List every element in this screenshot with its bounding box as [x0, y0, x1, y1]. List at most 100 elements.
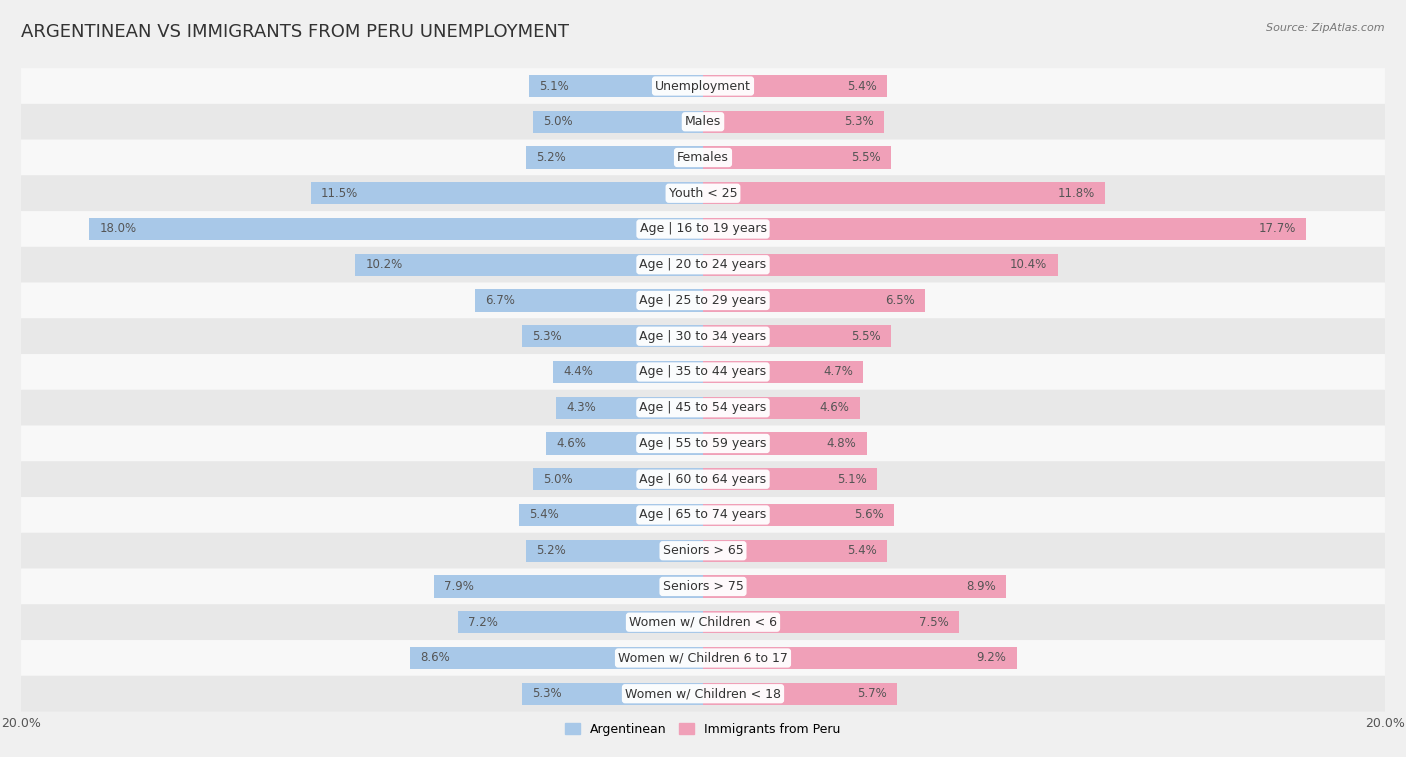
FancyBboxPatch shape: [21, 390, 1385, 425]
FancyBboxPatch shape: [21, 640, 1385, 676]
Text: 4.8%: 4.8%: [827, 437, 856, 450]
Text: Youth < 25: Youth < 25: [669, 187, 737, 200]
Text: 9.2%: 9.2%: [977, 652, 1007, 665]
Text: 10.4%: 10.4%: [1010, 258, 1047, 271]
Legend: Argentinean, Immigrants from Peru: Argentinean, Immigrants from Peru: [560, 718, 846, 740]
Text: Women w/ Children 6 to 17: Women w/ Children 6 to 17: [619, 652, 787, 665]
Bar: [522, 683, 703, 705]
Bar: [546, 432, 703, 454]
Bar: [519, 504, 703, 526]
Text: Age | 16 to 19 years: Age | 16 to 19 years: [640, 223, 766, 235]
Text: 5.5%: 5.5%: [851, 330, 880, 343]
Bar: [703, 218, 1306, 240]
Bar: [529, 75, 703, 97]
FancyBboxPatch shape: [21, 676, 1385, 712]
Text: 8.9%: 8.9%: [966, 580, 997, 593]
Text: Source: ZipAtlas.com: Source: ZipAtlas.com: [1267, 23, 1385, 33]
Bar: [703, 182, 1105, 204]
Bar: [457, 611, 703, 634]
Text: 5.0%: 5.0%: [543, 472, 572, 486]
Text: 5.1%: 5.1%: [540, 79, 569, 92]
Text: 5.7%: 5.7%: [858, 687, 887, 700]
Text: 5.1%: 5.1%: [837, 472, 866, 486]
FancyBboxPatch shape: [21, 425, 1385, 461]
Text: 5.5%: 5.5%: [851, 151, 880, 164]
Bar: [703, 254, 1057, 276]
Text: Age | 65 to 74 years: Age | 65 to 74 years: [640, 509, 766, 522]
Text: Seniors > 65: Seniors > 65: [662, 544, 744, 557]
Bar: [703, 75, 887, 97]
FancyBboxPatch shape: [21, 68, 1385, 104]
Text: 8.6%: 8.6%: [420, 652, 450, 665]
Text: Males: Males: [685, 115, 721, 128]
Text: 5.4%: 5.4%: [848, 544, 877, 557]
Text: 10.2%: 10.2%: [366, 258, 402, 271]
Bar: [703, 326, 890, 347]
Text: Age | 60 to 64 years: Age | 60 to 64 years: [640, 472, 766, 486]
Text: Age | 20 to 24 years: Age | 20 to 24 years: [640, 258, 766, 271]
Text: 5.2%: 5.2%: [536, 544, 565, 557]
FancyBboxPatch shape: [21, 282, 1385, 319]
Text: 7.2%: 7.2%: [468, 615, 498, 629]
Text: 4.6%: 4.6%: [557, 437, 586, 450]
Bar: [703, 397, 860, 419]
Text: 5.4%: 5.4%: [848, 79, 877, 92]
Bar: [356, 254, 703, 276]
Bar: [703, 647, 1017, 669]
Bar: [553, 361, 703, 383]
Bar: [526, 540, 703, 562]
FancyBboxPatch shape: [21, 533, 1385, 569]
Text: 6.5%: 6.5%: [884, 294, 914, 307]
FancyBboxPatch shape: [21, 604, 1385, 640]
Bar: [703, 361, 863, 383]
Text: 4.6%: 4.6%: [820, 401, 849, 414]
Bar: [703, 289, 925, 312]
FancyBboxPatch shape: [21, 569, 1385, 604]
Text: ARGENTINEAN VS IMMIGRANTS FROM PERU UNEMPLOYMENT: ARGENTINEAN VS IMMIGRANTS FROM PERU UNEM…: [21, 23, 569, 41]
Text: Unemployment: Unemployment: [655, 79, 751, 92]
Bar: [89, 218, 703, 240]
Text: Women w/ Children < 18: Women w/ Children < 18: [626, 687, 780, 700]
FancyBboxPatch shape: [21, 211, 1385, 247]
Text: 5.3%: 5.3%: [533, 330, 562, 343]
FancyBboxPatch shape: [21, 104, 1385, 139]
Text: 4.7%: 4.7%: [823, 366, 853, 378]
Bar: [475, 289, 703, 312]
FancyBboxPatch shape: [21, 497, 1385, 533]
Bar: [522, 326, 703, 347]
Text: 4.3%: 4.3%: [567, 401, 596, 414]
Bar: [703, 575, 1007, 597]
FancyBboxPatch shape: [21, 176, 1385, 211]
Bar: [409, 647, 703, 669]
Bar: [703, 540, 887, 562]
Text: Seniors > 75: Seniors > 75: [662, 580, 744, 593]
Bar: [703, 504, 894, 526]
Text: 6.7%: 6.7%: [485, 294, 515, 307]
Bar: [526, 146, 703, 169]
Bar: [433, 575, 703, 597]
FancyBboxPatch shape: [21, 247, 1385, 282]
Bar: [703, 468, 877, 491]
Text: Age | 25 to 29 years: Age | 25 to 29 years: [640, 294, 766, 307]
Text: 4.4%: 4.4%: [564, 366, 593, 378]
FancyBboxPatch shape: [21, 139, 1385, 176]
Text: 5.2%: 5.2%: [536, 151, 565, 164]
Text: Age | 30 to 34 years: Age | 30 to 34 years: [640, 330, 766, 343]
Text: Age | 35 to 44 years: Age | 35 to 44 years: [640, 366, 766, 378]
FancyBboxPatch shape: [21, 461, 1385, 497]
FancyBboxPatch shape: [21, 354, 1385, 390]
Text: 11.5%: 11.5%: [321, 187, 359, 200]
Bar: [703, 111, 884, 132]
Text: 5.4%: 5.4%: [529, 509, 558, 522]
Bar: [703, 432, 866, 454]
Text: 18.0%: 18.0%: [100, 223, 136, 235]
Text: 5.6%: 5.6%: [853, 509, 884, 522]
Bar: [533, 111, 703, 132]
Text: 5.3%: 5.3%: [533, 687, 562, 700]
Bar: [703, 146, 890, 169]
Text: Women w/ Children < 6: Women w/ Children < 6: [628, 615, 778, 629]
Bar: [703, 611, 959, 634]
Bar: [703, 683, 897, 705]
Bar: [311, 182, 703, 204]
Text: 11.8%: 11.8%: [1057, 187, 1095, 200]
